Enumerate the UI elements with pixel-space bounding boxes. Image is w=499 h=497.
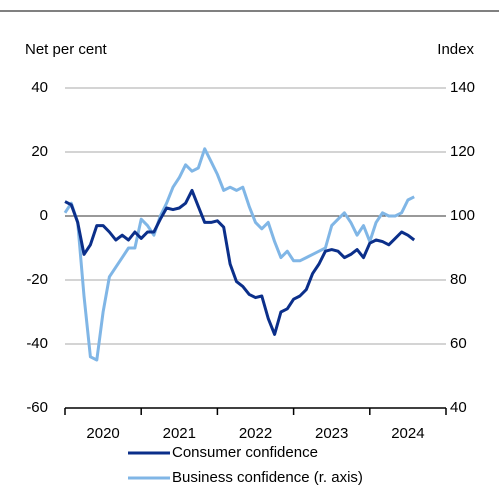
x-tick-label: 2024	[391, 425, 424, 442]
y2-axis-label: Index	[437, 41, 474, 58]
y-tick-label: 0	[40, 207, 48, 224]
line-series	[64, 188, 416, 336]
y-tick-label: -60	[26, 399, 48, 416]
y-axis-label: Net per cent	[25, 41, 108, 58]
y-tick-label: 20	[31, 143, 48, 160]
legend-label: Business confidence (r. axis)	[172, 469, 363, 486]
x-tick-label: 2020	[86, 425, 119, 442]
y2-tick-label: 60	[450, 335, 467, 352]
x-tick-label: 2023	[315, 425, 348, 442]
x-tick-label: 2022	[239, 425, 272, 442]
line-series	[63, 147, 415, 362]
legend-label: Consumer confidence	[172, 444, 318, 461]
y-tick-label: 40	[31, 79, 48, 96]
y2-tick-label: 120	[450, 143, 475, 160]
y-tick-label: -40	[26, 335, 48, 352]
y2-tick-label: 140	[450, 79, 475, 96]
y-tick-label: -20	[26, 271, 48, 288]
y2-tick-label: 40	[450, 399, 467, 416]
y2-tick-label: 100	[450, 207, 475, 224]
y2-tick-label: 80	[450, 271, 467, 288]
x-tick-label: 2021	[163, 425, 196, 442]
